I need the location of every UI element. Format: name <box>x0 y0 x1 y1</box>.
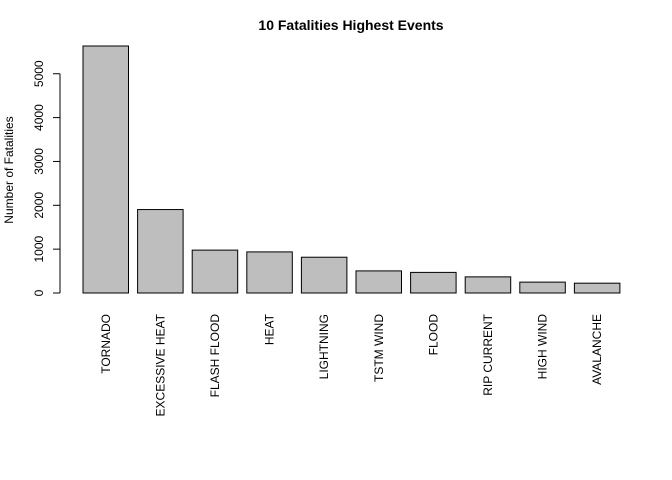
y-tick-label: 2000 <box>32 192 46 219</box>
bars <box>82 45 621 294</box>
y-tick-label: 5000 <box>32 60 46 87</box>
y-axis-label: Number of Fatalities <box>2 116 16 223</box>
bar-heat <box>246 251 293 294</box>
bar-tornado <box>82 45 129 294</box>
bar-avalanche <box>573 282 621 294</box>
x-tick-label: LIGHTNING <box>317 314 331 379</box>
x-tick-label: AVALANCHE <box>590 314 604 385</box>
y-tick-label: 3000 <box>32 148 46 175</box>
x-tick-label: TORNADO <box>99 314 113 374</box>
x-tick-label: EXCESSIVE HEAT <box>153 313 167 416</box>
bar-tstm-wind <box>355 270 402 294</box>
y-tick-label: 1000 <box>32 235 46 262</box>
x-tick-label: TSTM WIND <box>372 314 386 382</box>
bar-flash-flood <box>191 249 239 294</box>
x-tick-label: RIP CURRENT <box>481 313 495 395</box>
bar-rip-current <box>464 276 512 294</box>
bar-lightning <box>300 256 348 294</box>
bar-flood <box>410 271 457 294</box>
x-tick-label: FLASH FLOOD <box>208 314 222 398</box>
x-axis-labels: TORNADO EXCESSIVE HEAT FLASH FLOOD HEAT LIGH… <box>99 313 604 416</box>
x-tick-label: FLOOD <box>426 314 440 356</box>
y-tick-label: 4000 <box>32 104 46 131</box>
bar-excessive-heat <box>137 209 184 294</box>
y-tick-label: 0 <box>32 289 46 296</box>
chart-title: 10 Fatalities Highest Events <box>258 17 443 33</box>
x-tick-label: HIGH WIND <box>536 314 550 380</box>
y-axis: 0 1000 2000 3000 4000 5000 <box>32 60 61 296</box>
x-tick-label: HEAT <box>263 313 277 345</box>
bar-high-wind <box>519 281 566 294</box>
